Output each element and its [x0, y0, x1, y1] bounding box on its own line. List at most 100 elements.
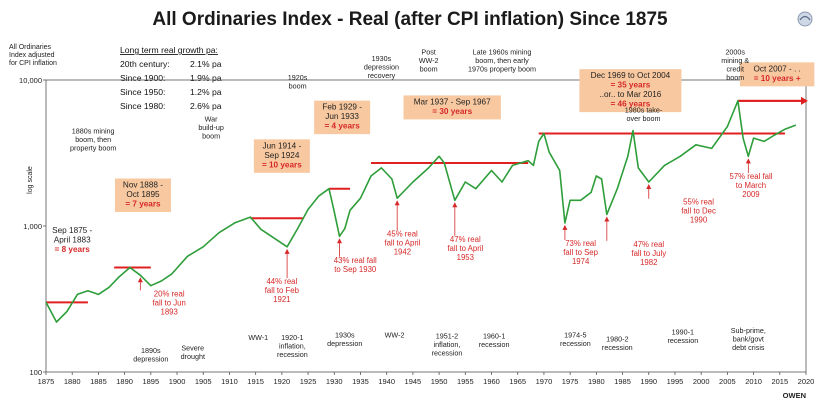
recession-text: Sub-prime,: [731, 326, 766, 335]
series-point: [438, 155, 440, 157]
series-point: [160, 280, 162, 282]
series-point: [637, 167, 639, 169]
recession-text: 1930s: [335, 331, 355, 340]
flat-period-text: = 10 years: [262, 160, 302, 169]
series-point: [663, 164, 666, 166]
flat-period-text: = 35 years: [610, 81, 650, 90]
flat-period-text: = 8 years: [55, 245, 91, 254]
series-point: [76, 293, 78, 295]
series-point: [490, 169, 493, 172]
x-tick-label: 2000: [693, 377, 710, 386]
series-point: [108, 286, 110, 288]
logo-icon: [797, 11, 813, 27]
x-tick-label: 1895: [142, 377, 159, 386]
series-point: [328, 188, 330, 190]
flat-period-text: = 7 years: [125, 199, 161, 208]
series-point: [333, 211, 335, 213]
series-point: [454, 199, 456, 201]
flat-period-box: [403, 95, 501, 120]
y-tick-label: 10,000: [19, 76, 42, 85]
fall-text: 1893: [160, 307, 177, 316]
flat-period-label: Oct 2007 - . .= 10 years +: [739, 62, 815, 87]
series-point: [338, 235, 341, 237]
log-scale-label: log scale: [27, 166, 34, 194]
x-tick-label: 1970: [536, 377, 553, 386]
series-point: [307, 208, 309, 210]
fall-text: 1921: [273, 295, 290, 304]
recession-label: WW-1: [248, 333, 268, 342]
recession-text: inflation,: [434, 340, 461, 349]
series-point: [359, 197, 362, 199]
flat-period-box: [579, 69, 682, 113]
growth-table: Long term real growth pa: 20th century: …: [120, 45, 222, 111]
series-point: [501, 181, 503, 183]
series-point: [794, 124, 797, 126]
fall-text: to March: [736, 181, 766, 190]
series-point: [139, 274, 141, 276]
y-tick-label: 100: [29, 368, 42, 377]
x-tick-label: 1930: [326, 377, 343, 386]
series-point: [249, 216, 251, 218]
series-point: [543, 132, 545, 135]
boom-text: Late 1960s mining: [473, 47, 532, 56]
y-axis-label: All Ordinaries Index adjusted for CPI in…: [9, 44, 57, 67]
fall-arrow-icon: [284, 248, 290, 254]
series-point: [606, 213, 608, 215]
series-point: [270, 235, 272, 237]
fall-arrow-icon: [646, 184, 652, 190]
series-point: [297, 228, 299, 230]
x-tick-label: 1935: [352, 377, 369, 386]
series-point: [475, 188, 477, 190]
recession-text: 1920-1: [281, 333, 303, 342]
recession-text: drought: [181, 352, 205, 361]
series-point: [464, 181, 466, 183]
series-point: [370, 175, 372, 177]
fall-text: fall to Jun: [152, 298, 185, 307]
recession-label: WW-2: [385, 331, 405, 340]
x-tick-label: 1955: [457, 377, 474, 386]
series-point: [774, 134, 776, 136]
fall-text: 47% real: [450, 235, 481, 244]
fall-text: 1942: [394, 247, 411, 256]
recession-text: recession: [277, 350, 308, 359]
flat-period-text: Jun 1914 -: [263, 141, 302, 150]
recession-text: debt crisis: [732, 343, 765, 352]
series-point: [186, 255, 189, 257]
fall-arrow-icon: [452, 202, 458, 208]
x-tick-label: 1945: [405, 377, 422, 386]
x-tick-label: 1980: [588, 377, 605, 386]
x-tick-label: 2005: [719, 377, 736, 386]
series-point: [260, 228, 262, 230]
x-tick-label: 1950: [431, 377, 448, 386]
recession-text: depression: [327, 339, 362, 348]
boom-text: 1930s: [372, 54, 392, 63]
x-tick-label: 1920: [274, 377, 291, 386]
recession-text: 1974-5: [564, 331, 586, 340]
series-point: [396, 197, 398, 199]
boom-text: boom: [289, 82, 307, 91]
fall-text: fall to Sep: [563, 248, 598, 257]
series-point: [564, 222, 566, 224]
recession-text: WW-2: [385, 331, 405, 340]
fall-text: 45% real: [387, 229, 418, 238]
recession-text: recession: [479, 340, 510, 349]
y-label-line-2: Index adjusted: [9, 52, 55, 59]
series-point: [737, 100, 739, 102]
x-tick-label: 1900: [169, 377, 186, 386]
fall-text: fall to July: [631, 249, 666, 258]
flat-period-label: Feb 1929 -Jun 1933= 4 years: [314, 100, 371, 135]
series-point: [601, 178, 603, 180]
flat-period-label: Nov 1888 -Oct 1895= 7 years: [114, 178, 171, 212]
flat-period-text: Jun 1933: [325, 112, 359, 121]
series-point: [87, 290, 89, 292]
boom-text: property boom: [70, 144, 116, 153]
